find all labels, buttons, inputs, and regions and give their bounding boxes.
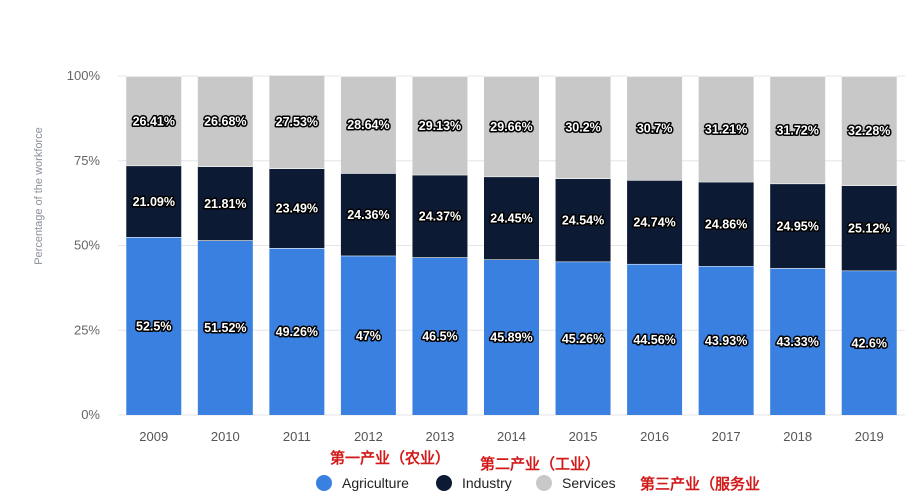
bar-agriculture-2009: [126, 237, 182, 415]
y-tick-label: 25%: [74, 322, 100, 337]
legend: Agriculture Industry Services: [0, 472, 920, 498]
legend-item-industry[interactable]: Industry: [436, 475, 512, 491]
x-tick-label: 2010: [211, 429, 240, 444]
data-label-services-2018: 31.72%: [776, 123, 818, 137]
bar-industry-2018: [770, 183, 826, 269]
bar-agriculture-2010: [197, 240, 253, 415]
data-label-agriculture-2011: 49.26%: [276, 325, 318, 339]
bar-services-2015: [555, 76, 611, 179]
bar-industry-2012: [340, 173, 396, 256]
bar-services-2019: [841, 76, 897, 186]
y-axis-label: Percentage of the workforce: [33, 127, 45, 265]
x-tick-label: 2018: [783, 429, 812, 444]
legend-item-agriculture[interactable]: Agriculture: [316, 475, 409, 491]
data-label-industry-2019: 25.12%: [848, 222, 890, 236]
bar-services-2009: [126, 76, 182, 166]
bar-industry-2015: [555, 178, 611, 262]
bar-industry-2016: [627, 180, 683, 264]
data-label-agriculture-2018: 43.33%: [776, 335, 818, 349]
bar-agriculture-2012: [340, 255, 396, 415]
annotation-tertiary-industry: 第三产业（服务业: [640, 475, 761, 493]
data-label-agriculture-2013: 46.5%: [422, 330, 457, 344]
y-tick-label: 50%: [74, 238, 100, 253]
x-tick-label: 2009: [139, 429, 168, 444]
bar-agriculture-2011: [269, 248, 325, 415]
bar-services-2014: [484, 76, 539, 177]
bar-agriculture-2019: [841, 270, 897, 415]
data-label-industry-2010: 21.81%: [204, 197, 246, 211]
bar-services-2017: [698, 76, 754, 182]
x-tick-label: 2015: [569, 429, 598, 444]
x-tick-label: 2017: [712, 429, 741, 444]
bar-services-2010: [197, 75, 253, 167]
data-label-services-2010: 26.68%: [204, 115, 246, 129]
data-label-services-2015: 30.2%: [565, 121, 600, 135]
bar-industry-2014: [484, 176, 539, 260]
bar-industry-2010: [197, 166, 253, 241]
data-label-services-2012: 28.64%: [347, 118, 389, 132]
chart-plot: 0% 25% 50% 75% 100% 52.5% 21.09% 26.41% 2009 51.5…: [67, 68, 905, 444]
data-label-services-2016: 30.7%: [637, 122, 672, 136]
data-label-industry-2018: 24.95%: [776, 219, 818, 233]
data-label-industry-2012: 24.36%: [347, 208, 389, 222]
x-tick-label: 2016: [640, 429, 669, 444]
data-label-industry-2017: 24.86%: [705, 217, 747, 231]
data-label-agriculture-2016: 44.56%: [633, 333, 675, 347]
legend-item-services[interactable]: Services: [536, 475, 616, 491]
bar-services-2013: [412, 76, 468, 175]
data-label-industry-2015: 24.54%: [562, 213, 604, 227]
y-tick-label: 0%: [81, 407, 100, 422]
legend-swatch-agriculture: [316, 475, 332, 491]
x-tick-label: 2019: [855, 429, 884, 444]
data-label-services-2019: 32.28%: [848, 124, 890, 138]
data-label-industry-2014: 24.45%: [490, 211, 532, 225]
bar-agriculture-2017: [698, 266, 754, 415]
data-label-services-2011: 27.53%: [276, 115, 318, 129]
legend-label-agriculture: Agriculture: [342, 475, 409, 491]
data-label-industry-2011: 23.49%: [276, 202, 318, 216]
legend-label-industry: Industry: [462, 475, 512, 491]
bar-agriculture-2016: [627, 263, 683, 415]
data-label-industry-2009: 21.09%: [133, 195, 175, 209]
x-tick-label: 2011: [283, 429, 311, 444]
y-tick-label: 75%: [74, 153, 100, 168]
x-tick-label: 2014: [497, 429, 526, 444]
data-label-agriculture-2012: 47%: [356, 329, 381, 343]
legend-label-services: Services: [562, 475, 616, 491]
bar-agriculture-2018: [770, 268, 826, 415]
data-label-agriculture-2019: 42.6%: [852, 336, 887, 350]
legend-swatch-services: [536, 475, 552, 491]
data-label-agriculture-2017: 43.93%: [705, 334, 747, 348]
y-tick-label: 100%: [67, 68, 101, 83]
annotation-secondary-industry: 第二产业（工业）: [480, 455, 601, 473]
x-tick-label: 2012: [354, 429, 383, 444]
bar-industry-2019: [841, 185, 897, 271]
data-label-services-2013: 29.13%: [419, 119, 461, 133]
x-tick-label: 2013: [425, 429, 454, 444]
bar-industry-2013: [412, 174, 468, 258]
bar-industry-2017: [698, 181, 754, 267]
data-label-agriculture-2015: 45.26%: [562, 332, 604, 346]
bar-agriculture-2014: [484, 259, 539, 415]
data-label-industry-2016: 24.74%: [633, 216, 675, 230]
data-label-services-2014: 29.66%: [490, 120, 532, 134]
bar-services-2011: [269, 75, 325, 169]
data-label-services-2009: 26.41%: [133, 114, 175, 128]
data-label-agriculture-2010: 51.52%: [204, 321, 246, 335]
bar-industry-2011: [269, 168, 325, 249]
bar-services-2012: [340, 76, 396, 174]
data-label-agriculture-2009: 52.5%: [136, 320, 171, 334]
bar-services-2016: [627, 76, 683, 181]
data-label-agriculture-2014: 45.89%: [490, 331, 532, 345]
data-label-services-2017: 31.21%: [705, 122, 747, 136]
bar-services-2018: [770, 76, 826, 184]
annotation-primary-industry: 第一产业（农业）: [330, 449, 451, 467]
legend-swatch-industry: [436, 475, 452, 491]
bar-agriculture-2013: [412, 257, 468, 415]
bar-agriculture-2015: [555, 261, 611, 415]
bar-industry-2009: [126, 165, 182, 238]
data-label-industry-2013: 24.37%: [419, 210, 461, 224]
